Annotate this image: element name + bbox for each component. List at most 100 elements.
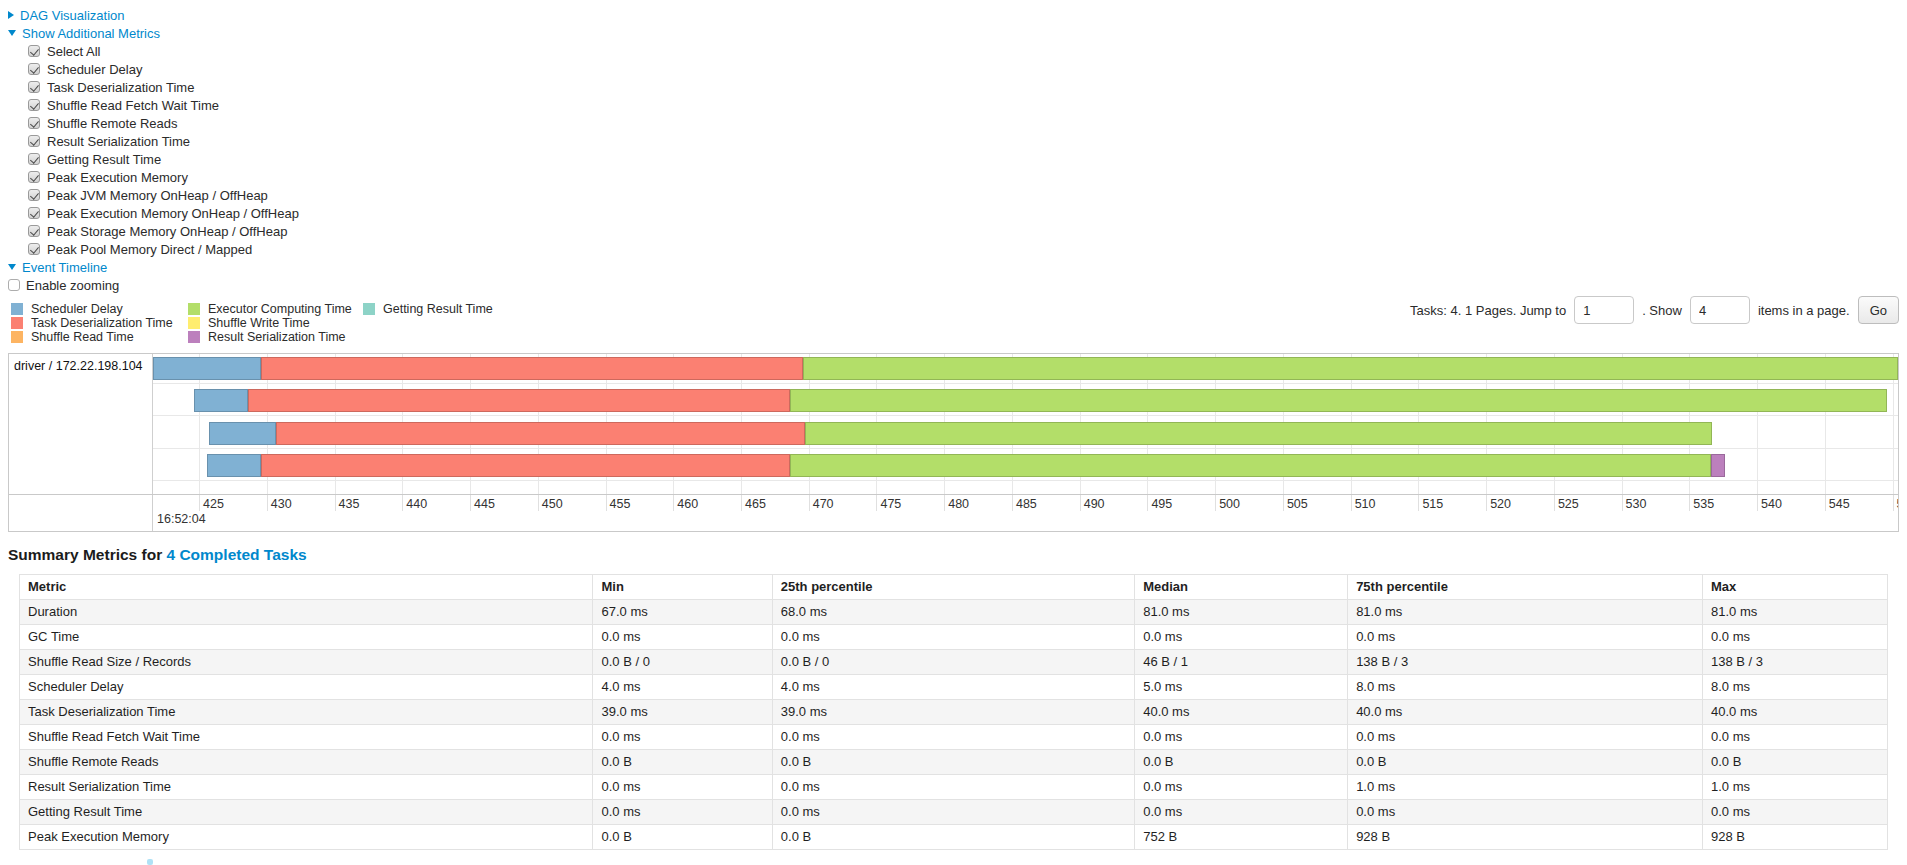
- metric-checkbox[interactable]: [28, 243, 40, 255]
- task-bar-segment-scheduler_delay[interactable]: [194, 389, 248, 412]
- enable-zooming-checkbox[interactable]: [8, 279, 20, 291]
- completed-tasks-link[interactable]: 4 Completed Tasks: [167, 546, 307, 563]
- summary-cell: 0.0 ms: [593, 625, 772, 650]
- task-bar-segment-executor_computing[interactable]: [805, 422, 1713, 445]
- metric-checkbox-label: Task Deserialization Time: [47, 80, 194, 95]
- summary-metric-name: Getting Result Time: [20, 800, 593, 825]
- metric-checkbox[interactable]: [28, 225, 40, 237]
- summary-col-header: Min: [593, 575, 772, 600]
- summary-cell: 0.0 B: [772, 825, 1134, 850]
- go-button[interactable]: Go: [1858, 296, 1899, 324]
- metric-checkbox[interactable]: [28, 135, 40, 147]
- axis-tick-label: 530: [1626, 497, 1647, 511]
- enable-zooming-row[interactable]: Enable zooming: [8, 276, 1907, 294]
- summary-cell: 0.0 B / 0: [772, 650, 1134, 675]
- metric-checkbox[interactable]: [28, 45, 40, 57]
- summary-cell: 0.0 ms: [593, 800, 772, 825]
- axis-tick-mark: [199, 495, 200, 511]
- items-per-page-input[interactable]: [1690, 296, 1750, 324]
- summary-cell: 39.0 ms: [772, 700, 1134, 725]
- metric-checkbox-label: Scheduler Delay: [47, 62, 142, 77]
- metric-checkbox-item[interactable]: Task Deserialization Time: [28, 78, 1907, 96]
- metric-checkbox-item[interactable]: Result Serialization Time: [28, 132, 1907, 150]
- metric-checkbox-item[interactable]: Select All: [28, 42, 1907, 60]
- axis-tick-mark: [673, 495, 674, 511]
- summary-cell: 0.0 B: [593, 750, 772, 775]
- task-bar-segment-scheduler_delay[interactable]: [209, 422, 277, 445]
- collapsed-arrow-icon: [8, 11, 14, 19]
- metric-checkbox[interactable]: [28, 99, 40, 111]
- axis-tick-label: 500: [1219, 497, 1240, 511]
- legend-entry: Result Serialization Time: [188, 330, 363, 344]
- jump-to-page-input[interactable]: [1574, 296, 1634, 324]
- metric-checkbox[interactable]: [28, 189, 40, 201]
- task-bar-segment-scheduler_delay[interactable]: [153, 357, 261, 380]
- metric-checkbox[interactable]: [28, 63, 40, 75]
- task-bar-segment-task_deserialization[interactable]: [276, 422, 804, 445]
- show-additional-metrics-toggle[interactable]: Show Additional Metrics: [8, 24, 1907, 42]
- axis-tick-mark: [876, 495, 877, 511]
- task-bar-segment-executor_computing[interactable]: [803, 357, 1898, 380]
- metric-checkbox[interactable]: [28, 171, 40, 183]
- show-label: . Show: [1642, 303, 1682, 318]
- metric-checkbox[interactable]: [28, 117, 40, 129]
- timeline-row-divider: [153, 480, 1898, 481]
- task-bar-segment-task_deserialization[interactable]: [261, 357, 803, 380]
- metric-checkbox-label: Peak Execution Memory OnHeap / OffHeap: [47, 206, 299, 221]
- timeline-row-divider: [153, 448, 1898, 449]
- summary-metric-name: Peak Execution Memory: [20, 825, 593, 850]
- metric-checkbox-label: Shuffle Read Fetch Wait Time: [47, 98, 219, 113]
- axis-tick-label: 460: [677, 497, 698, 511]
- metric-checkbox-item[interactable]: Peak Execution Memory OnHeap / OffHeap: [28, 204, 1907, 222]
- legend-entry: Scheduler Delay: [11, 302, 188, 316]
- legend-label: Getting Result Time: [383, 302, 493, 316]
- axis-tick-label: 470: [813, 497, 834, 511]
- metric-checkbox-item[interactable]: Peak Execution Memory: [28, 168, 1907, 186]
- summary-metric-name: Scheduler Delay: [20, 675, 593, 700]
- metric-checkbox-item[interactable]: Peak JVM Memory OnHeap / OffHeap: [28, 186, 1907, 204]
- summary-cell: 138 B / 3: [1703, 650, 1888, 675]
- summary-cell: 40.0 ms: [1135, 700, 1348, 725]
- metric-checkbox[interactable]: [28, 81, 40, 93]
- summary-cell: 81.0 ms: [1348, 600, 1703, 625]
- metric-checkbox-item[interactable]: Scheduler Delay: [28, 60, 1907, 78]
- metric-checkbox[interactable]: [28, 207, 40, 219]
- summary-cell: 0.0 ms: [1135, 725, 1348, 750]
- metric-checkbox-item[interactable]: Getting Result Time: [28, 150, 1907, 168]
- axis-tick-label: 435: [339, 497, 360, 511]
- summary-cell: 0.0 B: [772, 750, 1134, 775]
- summary-row: Duration67.0 ms68.0 ms81.0 ms81.0 ms81.0…: [20, 600, 1888, 625]
- task-bar-segment-task_deserialization[interactable]: [248, 389, 790, 412]
- summary-cell: 0.0 B: [1348, 750, 1703, 775]
- task-bar-segment-result_serialization[interactable]: [1711, 454, 1725, 477]
- axis-tick-label: 520: [1490, 497, 1511, 511]
- metric-checkbox-item[interactable]: Peak Storage Memory OnHeap / OffHeap: [28, 222, 1907, 240]
- summary-cell: 138 B / 3: [1348, 650, 1703, 675]
- axis-tick-label: 485: [1016, 497, 1037, 511]
- metric-checkbox[interactable]: [28, 153, 40, 165]
- summary-cell: 0.0 ms: [593, 725, 772, 750]
- task-bar-segment-scheduler_delay[interactable]: [207, 454, 261, 477]
- summary-cell: 5.0 ms: [1135, 675, 1348, 700]
- summary-row: Result Serialization Time0.0 ms0.0 ms0.0…: [20, 775, 1888, 800]
- legend-entry: Task Deserialization Time: [11, 316, 188, 330]
- metric-checkbox-item[interactable]: Peak Pool Memory Direct / Mapped: [28, 240, 1907, 258]
- event-timeline-toggle[interactable]: Event Timeline: [8, 258, 1907, 276]
- summary-cell: 0.0 B: [1135, 750, 1348, 775]
- metric-checkbox-item[interactable]: Shuffle Remote Reads: [28, 114, 1907, 132]
- dag-visualization-toggle[interactable]: DAG Visualization: [8, 6, 1907, 24]
- timeline-row-divider: [153, 383, 1898, 384]
- task-bar-segment-task_deserialization[interactable]: [261, 454, 789, 477]
- metric-checkbox-item[interactable]: Shuffle Read Fetch Wait Time: [28, 96, 1907, 114]
- summary-row: Shuffle Remote Reads0.0 B0.0 B0.0 B0.0 B…: [20, 750, 1888, 775]
- axis-tick-label: 430: [271, 497, 292, 511]
- axis-tick-mark: [402, 495, 403, 511]
- summary-cell: 0.0 ms: [1135, 775, 1348, 800]
- summary-metric-name: Duration: [20, 600, 593, 625]
- expanded-arrow-icon: [8, 30, 16, 36]
- timeline-legend: Scheduler DelayTask Deserialization Time…: [8, 302, 493, 344]
- task-bar-segment-executor_computing[interactable]: [790, 454, 1711, 477]
- summary-cell: 0.0 B: [593, 825, 772, 850]
- task-bar-segment-executor_computing[interactable]: [790, 389, 1887, 412]
- summary-cell: 0.0 ms: [1348, 725, 1703, 750]
